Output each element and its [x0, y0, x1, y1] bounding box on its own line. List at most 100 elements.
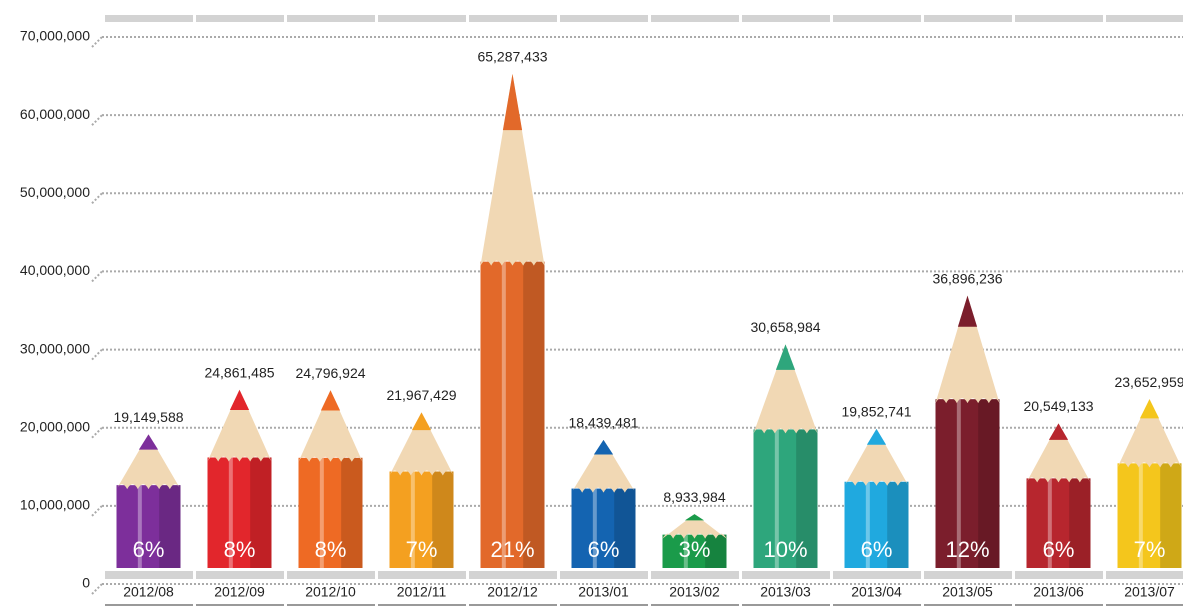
value-label: 20,549,133: [1023, 398, 1093, 414]
pencil-highlight: [865, 481, 870, 568]
value-label: 21,967,429: [386, 387, 456, 403]
grid-tick: [91, 427, 103, 439]
pencil: [844, 428, 909, 568]
pencil-wood: [662, 514, 727, 539]
share-label: 3%: [679, 537, 711, 562]
pencil-highlight: [501, 261, 506, 568]
x-tick-label: 2012/11: [397, 584, 447, 600]
pencil-highlight: [1047, 478, 1052, 568]
pencil: [571, 439, 636, 568]
x-tick-label: 2013/01: [578, 584, 629, 600]
y-tick-label: 50,000,000: [20, 184, 90, 200]
x-tick-label: 2013/06: [1033, 584, 1084, 600]
bottom-strip: [287, 571, 375, 579]
pencil-lead: [502, 73, 523, 131]
pencil-shade: [432, 471, 454, 568]
y-tick-label: 10,000,000: [20, 497, 90, 513]
pencil-lead: [1048, 423, 1069, 440]
top-strip: [196, 15, 284, 22]
x-tick-label: 2013/02: [669, 584, 720, 600]
top-strip: [1106, 15, 1183, 22]
pencil-shade: [796, 429, 818, 568]
pencil-wood: [389, 412, 454, 476]
pencil-body: [207, 457, 272, 568]
pencil-highlight: [956, 399, 961, 568]
bottom-strip: [196, 571, 284, 579]
pencil: [480, 73, 545, 568]
pencil-lead: [957, 295, 978, 327]
pencil-highlight: [228, 457, 233, 568]
y-tick-label: 30,000,000: [20, 340, 90, 356]
value-label: 30,658,984: [750, 319, 820, 335]
bottom-strip: [105, 571, 193, 579]
share-label: 7%: [1134, 537, 1166, 562]
pencil: [935, 295, 1000, 568]
pencil: [1117, 399, 1182, 568]
value-label: 18,439,481: [568, 415, 638, 431]
pencil-shade: [1160, 463, 1182, 568]
top-strip: [651, 15, 739, 22]
y-tick-label: 40,000,000: [20, 262, 90, 278]
pencil-body: [662, 534, 727, 568]
grid-tick: [91, 583, 103, 595]
pencil-shade: [705, 534, 727, 568]
pencil-wood: [480, 73, 545, 266]
pencil: [389, 412, 454, 568]
pencil: [1026, 423, 1091, 568]
pencil-body: [753, 429, 818, 568]
value-label: 19,149,588: [113, 409, 183, 425]
pencil-wood: [935, 295, 1000, 404]
x-tick-label: 2012/08: [123, 584, 174, 600]
pencil-lead: [320, 390, 341, 411]
bottom-strip: [742, 571, 830, 579]
bottom-strip: [1106, 571, 1183, 579]
pencil-body: [480, 261, 545, 568]
pencil-wood: [1117, 399, 1182, 468]
pencil-shade: [341, 457, 363, 568]
x-tick-label: 2013/05: [942, 584, 993, 600]
pencil-wood: [571, 439, 636, 493]
y-tick-label: 70,000,000: [20, 28, 90, 44]
pencil-wood: [207, 389, 272, 462]
x-tick-label: 2012/12: [487, 584, 538, 600]
pencil-highlight: [137, 485, 142, 568]
share-label: 10%: [763, 537, 807, 562]
pencil-body: [116, 485, 181, 568]
grid-tick: [91, 114, 103, 126]
grid-tick: [91, 192, 103, 204]
pencil-highlight: [1138, 463, 1143, 568]
pencil-shade: [978, 399, 1000, 568]
bottom-strip: [924, 571, 1012, 579]
top-strip: [378, 15, 466, 22]
share-label: 8%: [315, 537, 347, 562]
pencil-body: [298, 457, 363, 568]
grid-tick: [91, 348, 103, 361]
pencil: [753, 344, 818, 568]
top-strip: [924, 15, 1012, 22]
grid-tick: [91, 505, 103, 517]
x-tick-label: 2013/04: [851, 584, 902, 600]
share-label: 6%: [1043, 537, 1075, 562]
x-tick-label: 2012/09: [214, 584, 265, 600]
top-strip: [1015, 15, 1103, 22]
top-strip: [560, 15, 648, 22]
pencil-shade: [250, 457, 272, 568]
share-label: 7%: [406, 537, 438, 562]
share-label: 12%: [945, 537, 989, 562]
pencil-body: [935, 399, 1000, 568]
pencil-lead: [411, 412, 432, 431]
pencil-highlight: [774, 429, 779, 568]
pencil-lead: [775, 344, 796, 370]
bottom-strip: [560, 571, 648, 579]
x-tick-label: 2013/07: [1124, 584, 1175, 600]
pencil-wood: [298, 390, 363, 462]
share-label: 6%: [133, 537, 165, 562]
share-label: 8%: [224, 537, 256, 562]
x-tick-label: 2013/03: [760, 584, 811, 600]
pencil: [298, 390, 363, 568]
pencil-lead: [138, 434, 159, 450]
grid-tick: [91, 36, 103, 48]
pencil-highlight: [683, 534, 688, 568]
pencil: [116, 434, 181, 568]
